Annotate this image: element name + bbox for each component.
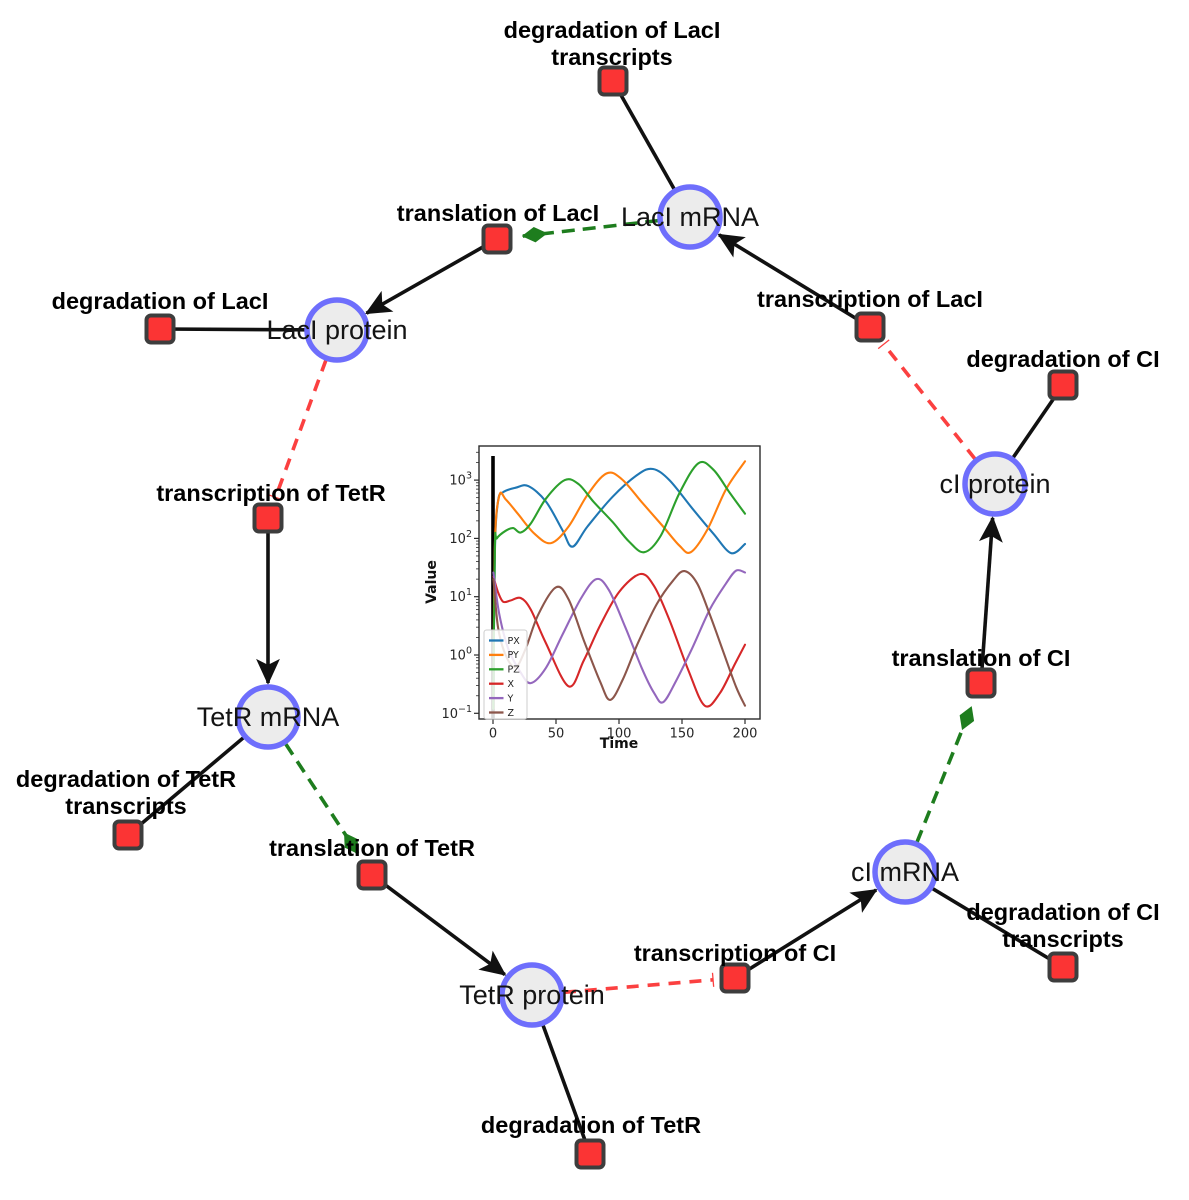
reaction-node-transcription_ci[interactable]	[719, 962, 751, 994]
reaction-label-deg_ci: degradation of CI	[966, 346, 1159, 372]
reaction-node-translation_ci[interactable]	[965, 667, 997, 699]
reaction-label-deg_tetr_tx: degradation of TetR	[16, 766, 236, 792]
reaction-node-translation_tetr[interactable]	[356, 859, 388, 891]
reaction-label-deg_laci_tx: degradation of LacI	[504, 17, 721, 43]
edge-inhibition-laci_protein-transcription_tetr	[268, 359, 328, 501]
reaction-label-deg_tetr: degradation of TetR	[481, 1112, 701, 1138]
legend-entry-PX: PX	[508, 636, 521, 647]
species-node-tetr_mrna[interactable]	[235, 684, 301, 750]
y-axis-tick-label: 101	[449, 587, 472, 605]
reaction-label-translation_ci: translation of CI	[892, 645, 1071, 671]
y-axis-title: Value	[424, 560, 440, 604]
x-axis-tick-label: 0	[489, 727, 497, 742]
x-axis-tick-label: 50	[548, 727, 565, 742]
edge-product-translation_ci-ci_protein	[979, 516, 1003, 684]
legend-entry-PY: PY	[508, 650, 520, 661]
reaction-node-deg_ci_tx[interactable]	[1047, 951, 1079, 983]
y-axis-tick-label: 102	[449, 529, 472, 547]
legend-entry-Z: Z	[508, 708, 515, 719]
legend-entry-X: X	[508, 679, 515, 690]
edge-modifier-laci_mrna-translation_laci	[521, 218, 659, 243]
reaction-node-transcription_laci[interactable]	[854, 311, 886, 343]
x-axis-tick-label: 100	[607, 727, 632, 742]
species-label-tetr_mrna: TetR mRNA	[197, 702, 340, 732]
series-PZ-line	[492, 460, 747, 710]
species-label-laci_mrna: LacI mRNA	[621, 202, 759, 232]
reaction-node-deg_laci_tx[interactable]	[597, 65, 629, 97]
edge-product-transcription_laci-laci_mrna	[717, 233, 871, 329]
species-node-laci_protein[interactable]	[304, 297, 370, 363]
reaction-node-translation_laci[interactable]	[481, 223, 513, 255]
reaction-node-deg_laci[interactable]	[144, 313, 176, 345]
reaction-label-transcription_tetr: transcription of TetR	[156, 480, 385, 506]
series-X-line	[492, 572, 747, 708]
y-axis-tick-label: 10−1	[441, 704, 472, 722]
edge-product-translation_tetr-tetr_protein	[370, 873, 507, 977]
y-axis-tick-label: 100	[449, 646, 472, 664]
species-label-laci_protein: LacI protein	[266, 315, 407, 345]
edge-product-translation_laci-laci_protein	[364, 237, 498, 315]
edge-inhibition-tetr_protein-transcription_ci	[563, 972, 715, 995]
reaction-label-translation_tetr: translation of TetR	[269, 835, 475, 861]
edge-modifier-ci_mrna-translation_ci	[915, 706, 975, 843]
legend-entry-Y: Y	[507, 693, 514, 704]
y-axis-tick-label: 103	[449, 471, 472, 489]
reaction-label-deg_tetr_tx: transcripts	[65, 793, 186, 819]
species-node-laci_mrna[interactable]	[657, 184, 723, 250]
species-label-tetr_protein: TetR protein	[459, 980, 605, 1010]
species-node-tetr_protein[interactable]	[499, 962, 565, 1028]
species-label-ci_protein: cI protein	[939, 469, 1050, 499]
reaction-label-transcription_laci: transcription of LacI	[757, 286, 983, 312]
x-axis-tick-label: 200	[733, 727, 758, 742]
x-axis-title: Time	[600, 736, 638, 752]
chart-legend: PX PY PZ XYZ	[483, 629, 528, 720]
reaction-node-deg_ci[interactable]	[1047, 369, 1079, 401]
edge-inhibition-ci_protein-transcription_laci	[877, 339, 977, 461]
species-node-ci_mrna[interactable]	[872, 839, 938, 905]
reaction-label-translation_laci: translation of LacI	[397, 200, 599, 226]
series-PY-line	[492, 460, 747, 710]
edge-product-transcription_ci-ci_mrna	[734, 888, 878, 980]
reaction-node-deg_tetr[interactable]	[574, 1138, 606, 1170]
x-axis-tick-label: 150	[670, 727, 695, 742]
reaction-node-transcription_tetr[interactable]	[252, 502, 284, 534]
reaction-label-deg_laci: degradation of LacI	[52, 288, 269, 314]
edge-modifier-tetr_mrna-translation_tetr	[284, 742, 360, 855]
species-node-ci_protein[interactable]	[962, 451, 1028, 517]
reaction-label-transcription_ci: transcription of CI	[634, 940, 836, 966]
legend-box	[483, 629, 528, 720]
species-label-ci_mrna: cI mRNA	[851, 857, 959, 887]
reaction-label-deg_ci_tx: transcripts	[1002, 926, 1123, 952]
reaction-label-deg_laci_tx: transcripts	[551, 44, 672, 70]
legend-entry-PZ: PZ	[508, 665, 521, 676]
reaction-node-deg_tetr_tx[interactable]	[112, 819, 144, 851]
reaction-label-deg_ci_tx: degradation of CI	[966, 899, 1159, 925]
